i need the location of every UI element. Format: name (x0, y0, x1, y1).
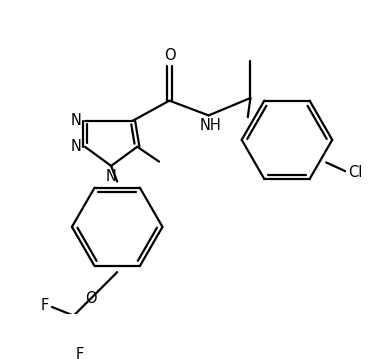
Text: Cl: Cl (349, 165, 363, 180)
Text: F: F (76, 348, 84, 359)
Text: N: N (106, 169, 116, 184)
Text: O: O (85, 291, 97, 306)
Text: NH: NH (200, 118, 221, 134)
Text: N: N (71, 139, 82, 154)
Text: O: O (164, 48, 175, 63)
Text: N: N (71, 113, 82, 128)
Text: F: F (41, 298, 49, 313)
